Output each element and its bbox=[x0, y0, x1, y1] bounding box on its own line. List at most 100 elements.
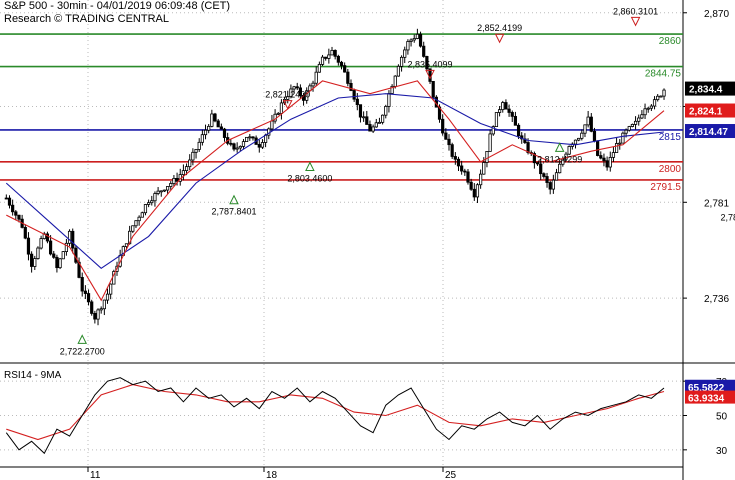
candle-body bbox=[580, 132, 584, 139]
peak-marker bbox=[630, 16, 641, 27]
candle-body bbox=[415, 33, 419, 39]
candle-body bbox=[311, 82, 315, 87]
candle-body bbox=[491, 126, 495, 135]
rsi-tag-label: 63.9334 bbox=[688, 394, 725, 405]
peak-label: 2,852.4199 bbox=[477, 23, 522, 33]
candle-body bbox=[444, 132, 448, 140]
candle-body bbox=[339, 61, 344, 66]
candle-body bbox=[381, 114, 385, 123]
candle-body bbox=[86, 293, 91, 303]
candle-body bbox=[207, 125, 211, 131]
candle-body bbox=[542, 173, 546, 177]
candle-body bbox=[336, 55, 340, 63]
rsi-tag bbox=[685, 390, 735, 404]
candle-body bbox=[393, 75, 397, 87]
candle-body bbox=[295, 86, 299, 89]
peak-marker bbox=[494, 33, 505, 44]
candle-body bbox=[456, 158, 461, 167]
candle-body bbox=[210, 113, 214, 127]
candle-body bbox=[589, 116, 593, 132]
candle-body bbox=[96, 309, 100, 320]
candle-body bbox=[488, 133, 492, 152]
candle-body bbox=[305, 90, 309, 101]
candle-body bbox=[365, 116, 369, 125]
candle-body bbox=[184, 166, 189, 172]
candle-body bbox=[573, 139, 578, 145]
candle-body bbox=[586, 116, 590, 126]
candle-body bbox=[494, 112, 499, 127]
peak-marker bbox=[282, 100, 293, 110]
candle-body bbox=[245, 136, 249, 143]
candle-body bbox=[150, 200, 154, 204]
candle-body bbox=[637, 117, 641, 122]
candle-body bbox=[200, 134, 204, 143]
candle-body bbox=[175, 178, 179, 182]
trough-marker bbox=[229, 194, 239, 205]
ma-fast-line bbox=[6, 80, 665, 302]
candle-body bbox=[314, 71, 318, 84]
candle-body bbox=[343, 65, 347, 73]
candle-body bbox=[222, 128, 227, 138]
candle-body bbox=[656, 95, 660, 101]
candle-body bbox=[64, 242, 69, 252]
candle-body bbox=[213, 113, 217, 122]
candle-body bbox=[551, 179, 555, 190]
candle-body bbox=[539, 163, 543, 175]
candle-body bbox=[191, 151, 195, 161]
candle-body bbox=[134, 220, 138, 227]
candle-body bbox=[621, 132, 625, 144]
trough-label: 2,785.0200 bbox=[721, 213, 735, 223]
candle-body bbox=[17, 214, 21, 220]
peak-label: 2,821.2400 bbox=[265, 90, 310, 100]
candle-body bbox=[162, 189, 167, 192]
candle-body bbox=[248, 136, 252, 139]
rsi-line bbox=[5, 377, 665, 455]
candle-body bbox=[469, 181, 473, 190]
level-label-2844.75: 2844.75 bbox=[645, 69, 682, 80]
candle-body bbox=[362, 116, 366, 119]
candle-body bbox=[548, 182, 552, 190]
trough-marker bbox=[305, 161, 315, 171]
candle-body bbox=[143, 204, 148, 214]
candle-body bbox=[577, 137, 581, 141]
candle-body bbox=[608, 156, 612, 168]
candle-body bbox=[26, 237, 31, 255]
candle-body bbox=[165, 186, 170, 191]
peak-label: 2,860.3101 bbox=[613, 6, 658, 16]
level-label-2860: 2860 bbox=[659, 36, 682, 47]
candle-body bbox=[599, 155, 603, 159]
candle-body bbox=[216, 120, 220, 128]
candle-body bbox=[289, 88, 293, 97]
candle-body bbox=[355, 98, 359, 106]
candle-body bbox=[346, 71, 350, 84]
candle-body bbox=[618, 142, 622, 145]
candle-body bbox=[140, 212, 144, 218]
candle-body bbox=[403, 49, 407, 58]
candle-body bbox=[83, 290, 87, 294]
candle-body bbox=[61, 251, 65, 260]
rsi-panel-label: RSI14 - 9MA bbox=[4, 370, 62, 381]
candle-body bbox=[36, 247, 40, 259]
candle-body bbox=[238, 145, 242, 149]
candle-body bbox=[396, 65, 401, 77]
candle-body bbox=[194, 149, 198, 153]
candle-body bbox=[251, 136, 255, 139]
candle-body bbox=[513, 115, 518, 126]
candle-body bbox=[301, 95, 306, 101]
candle-body bbox=[181, 170, 185, 176]
price-tag-label: 2,824.1 bbox=[689, 107, 723, 118]
candle-body bbox=[58, 258, 62, 269]
rsi-tick-label: 30 bbox=[716, 446, 728, 457]
trough-marker bbox=[554, 142, 565, 152]
candle-body bbox=[501, 102, 505, 111]
candle-body bbox=[399, 56, 404, 67]
candle-body bbox=[662, 89, 666, 97]
candle-body bbox=[197, 141, 201, 150]
price-tag bbox=[685, 103, 735, 118]
candle-body bbox=[260, 142, 265, 148]
time-tick-label: 25 bbox=[445, 470, 457, 480]
candle-body bbox=[466, 171, 470, 183]
price-tick-label: 2,870 bbox=[704, 9, 729, 20]
candle-body bbox=[561, 158, 565, 165]
candle-body bbox=[11, 204, 15, 213]
